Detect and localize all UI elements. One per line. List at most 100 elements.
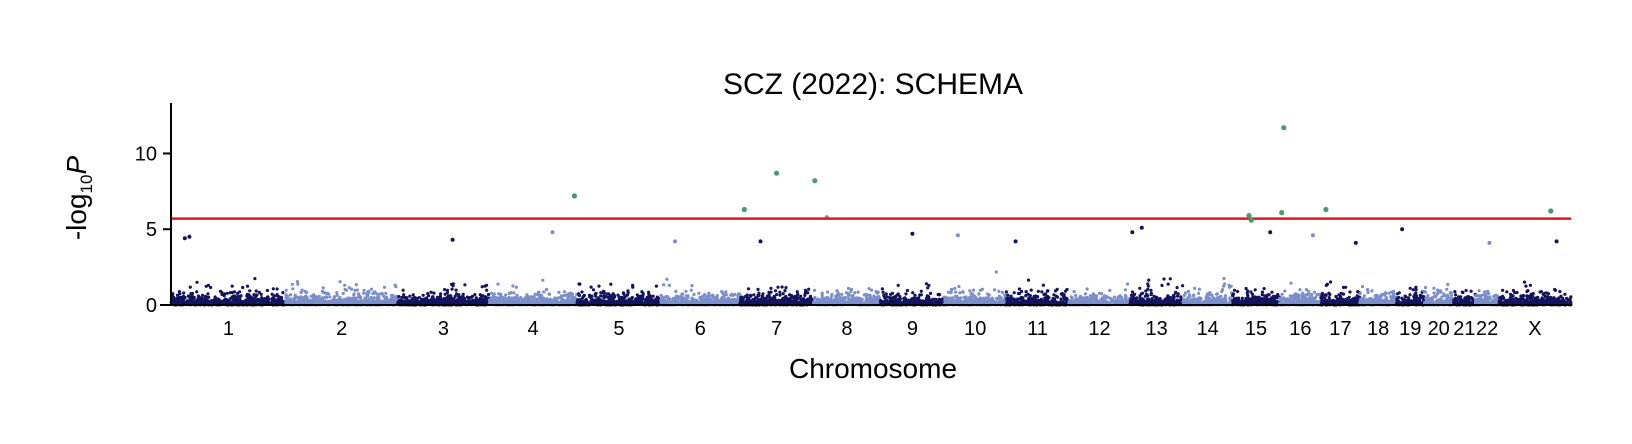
snp-point — [943, 299, 947, 303]
snp-point — [445, 288, 450, 292]
snp-point — [690, 298, 694, 302]
snp-point — [1017, 287, 1022, 291]
snp-point — [799, 299, 803, 303]
snp-point — [892, 296, 897, 300]
snp-point — [808, 296, 812, 300]
snp-point — [346, 301, 350, 305]
snp-point — [689, 288, 693, 292]
snp-point — [253, 277, 257, 281]
snp-point — [335, 293, 339, 297]
snp-point — [1104, 299, 1108, 303]
snp-point — [966, 297, 970, 301]
snp-point — [884, 292, 888, 296]
snp-point — [746, 287, 751, 291]
snp-point — [239, 294, 243, 298]
snp-point — [299, 290, 303, 295]
snp-point — [865, 300, 869, 304]
snp-point — [720, 290, 724, 294]
snp-point — [560, 297, 564, 301]
snp-point — [512, 291, 516, 295]
snp-point — [552, 301, 557, 305]
snp-point — [382, 285, 387, 289]
snp-point — [245, 284, 250, 288]
snp-point — [441, 299, 445, 303]
snp-point — [762, 300, 766, 304]
snp-point — [335, 291, 339, 295]
snp-point — [576, 298, 581, 302]
snp-point — [291, 287, 295, 291]
snp-point — [954, 290, 958, 294]
snp-point — [593, 292, 597, 296]
snp-point — [203, 296, 207, 301]
snp-point — [380, 300, 384, 304]
snp-point — [429, 301, 433, 305]
snp-point — [774, 289, 778, 293]
snp-point — [338, 280, 342, 284]
snp-point — [195, 280, 199, 284]
snp-point — [350, 287, 354, 291]
snp-point — [992, 288, 997, 292]
snp-point — [514, 285, 519, 289]
snp-point — [1024, 290, 1028, 294]
snp-point — [380, 292, 384, 296]
snp-point — [660, 295, 664, 299]
snp-point — [1085, 296, 1089, 300]
snp-point — [538, 296, 542, 300]
snp-point — [602, 291, 607, 295]
subthreshold-point — [758, 239, 763, 244]
snp-point — [846, 286, 851, 291]
snp-point — [391, 296, 395, 300]
snp-point — [232, 290, 237, 294]
snp-point — [512, 296, 517, 300]
snp-point — [181, 294, 185, 298]
snp-point — [570, 295, 575, 299]
snp-point — [300, 288, 304, 292]
snp-point — [577, 292, 581, 296]
snp-point — [621, 298, 626, 302]
snp-point — [1074, 293, 1078, 298]
snp-point — [837, 298, 842, 302]
snp-point — [666, 297, 670, 301]
snp-point — [228, 291, 233, 295]
snp-point — [196, 294, 200, 298]
snp-point — [509, 291, 513, 295]
snp-point — [627, 297, 631, 301]
snp-point — [701, 299, 705, 303]
snp-point — [903, 297, 907, 301]
snp-point — [473, 299, 477, 303]
snp-point — [626, 289, 630, 293]
snp-point — [951, 297, 955, 301]
snp-point — [757, 293, 761, 298]
snp-point — [1044, 297, 1048, 301]
snp-point — [290, 282, 294, 286]
snp-point — [417, 296, 421, 300]
snp-point — [265, 288, 269, 293]
snp-point — [216, 297, 220, 301]
snp-point — [300, 298, 304, 302]
snp-point — [783, 289, 787, 293]
snp-point — [997, 289, 1001, 293]
subthreshold-point — [673, 239, 677, 244]
snp-point — [949, 290, 953, 294]
snp-point — [1043, 292, 1047, 296]
snp-point — [776, 285, 780, 289]
snp-point — [597, 299, 602, 303]
snp-point — [507, 295, 511, 300]
snp-point — [834, 299, 839, 303]
snp-point — [994, 270, 998, 274]
snp-point — [622, 292, 626, 296]
y-axis-label-sub: 10 — [77, 175, 96, 194]
snp-point — [562, 293, 567, 298]
snp-point — [715, 294, 719, 298]
snp-point — [342, 298, 347, 302]
snp-point — [180, 298, 184, 302]
snp-point — [720, 296, 724, 300]
snp-point — [486, 292, 491, 297]
snp-point — [589, 299, 593, 303]
snp-point — [261, 299, 265, 303]
snp-point — [651, 299, 655, 303]
snp-point — [626, 301, 630, 305]
snp-point — [526, 300, 531, 304]
snp-point — [425, 298, 429, 302]
snp-point — [222, 294, 226, 298]
